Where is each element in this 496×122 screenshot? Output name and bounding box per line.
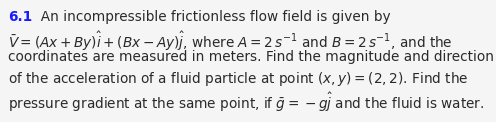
Text: pressure gradient at the same point, if $\bar{g}=-g\hat{j}$ and the fluid is wat: pressure gradient at the same point, if … [8,91,485,114]
Text: $\bar{V}=(Ax+By)\hat{i}+(Bx-Ay)\hat{j}$, where $A=2\,s^{-1}$ and $B=2\,s^{-1}$, : $\bar{V}=(Ax+By)\hat{i}+(Bx-Ay)\hat{j}$,… [8,30,453,53]
Text: of the acceleration of a fluid particle at point $(x,y)=(2,2)$. Find the: of the acceleration of a fluid particle … [8,70,468,88]
Text: coordinates are measured in meters. Find the magnitude and direction: coordinates are measured in meters. Find… [8,50,494,64]
Text: 6.1: 6.1 [8,10,32,24]
Text: An incompressible frictionless flow field is given by: An incompressible frictionless flow fiel… [32,10,391,24]
